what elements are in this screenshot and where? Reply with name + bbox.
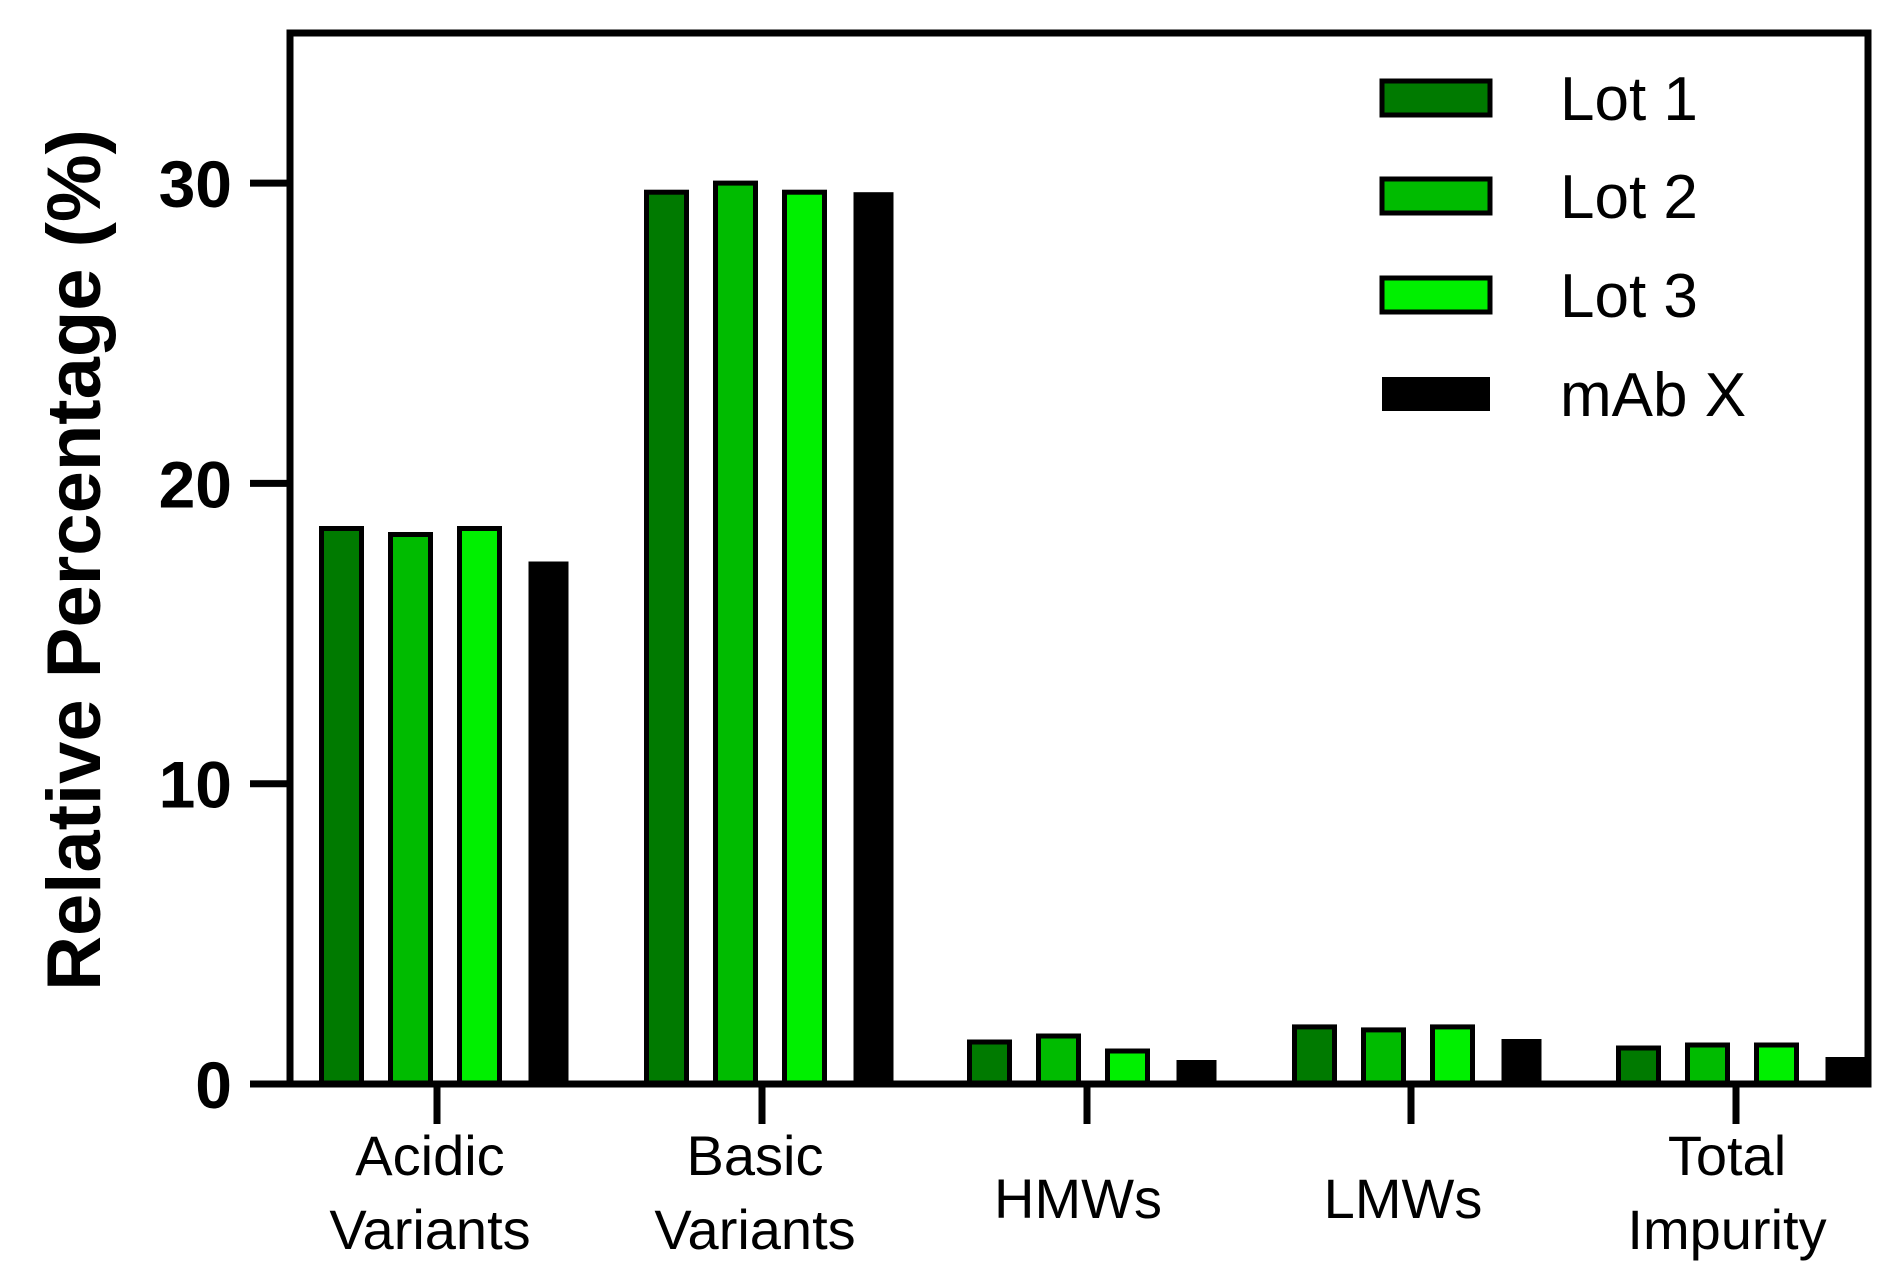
bar-lot-1-4 [1616,1045,1661,1087]
y-tick-label-30: 30 [159,147,232,221]
bar-lot-3-2 [1105,1048,1150,1087]
bar-lot-2-2 [1036,1033,1081,1087]
bar-mab-x-1 [853,192,894,1084]
y-axis-title: Relative Percentage (%) [32,129,117,991]
bars-group [319,180,1866,1087]
bar-lot-2-4 [1685,1042,1730,1087]
bar-lot-3-0 [457,526,502,1087]
y-tick-label-20: 20 [159,447,232,521]
legend-label-lot-1: Lot 1 [1560,65,1698,134]
bar-lot-1-1 [644,189,689,1087]
bar-lot-2-3 [1361,1027,1406,1087]
bar-mab-x-3 [1501,1039,1542,1084]
legend-label-lot-3: Lot 3 [1560,262,1698,331]
legend-swatch-lot-2 [1379,176,1493,216]
legend-swatch-lot-3 [1379,275,1493,315]
x-category-label-2: HMWs [994,1167,1162,1230]
plot-frame [286,29,1872,1088]
legend: Lot 1 Lot 2 Lot 3 mAb X [1379,65,1746,430]
y-tick-label-10: 10 [159,748,232,822]
bar-mab-x-2 [1176,1060,1217,1084]
axes-group: 0 10 20 30 Acidic Variants Basic Variants HMWs LM… [159,29,1872,1261]
bar-lot-1-2 [967,1039,1012,1087]
x-category-label-0: Acidic Variants [329,1124,530,1261]
legend-swatch-lot-1 [1379,78,1493,118]
bar-lot-1-3 [1292,1024,1337,1087]
legend-label-lot-2: Lot 2 [1560,163,1698,232]
y-tick-label-0: 0 [195,1048,232,1122]
bar-lot-2-0 [388,532,433,1087]
x-category-label-1: Basic Variants [654,1124,855,1261]
x-category-label-3: LMWs [1324,1167,1483,1230]
bar-mab-x-4 [1825,1057,1866,1084]
legend-label-mab-x: mAb X [1560,361,1746,430]
bar-mab-x-0 [528,561,569,1084]
bar-lot-3-4 [1754,1042,1799,1087]
bar-lot-1-0 [319,526,364,1087]
bar-lot-3-1 [782,189,827,1087]
legend-swatch-mab-x [1382,377,1490,411]
bar-lot-2-1 [713,180,758,1087]
bar-lot-3-3 [1430,1024,1475,1087]
x-category-label-4: Total Impurity [1627,1124,1826,1261]
